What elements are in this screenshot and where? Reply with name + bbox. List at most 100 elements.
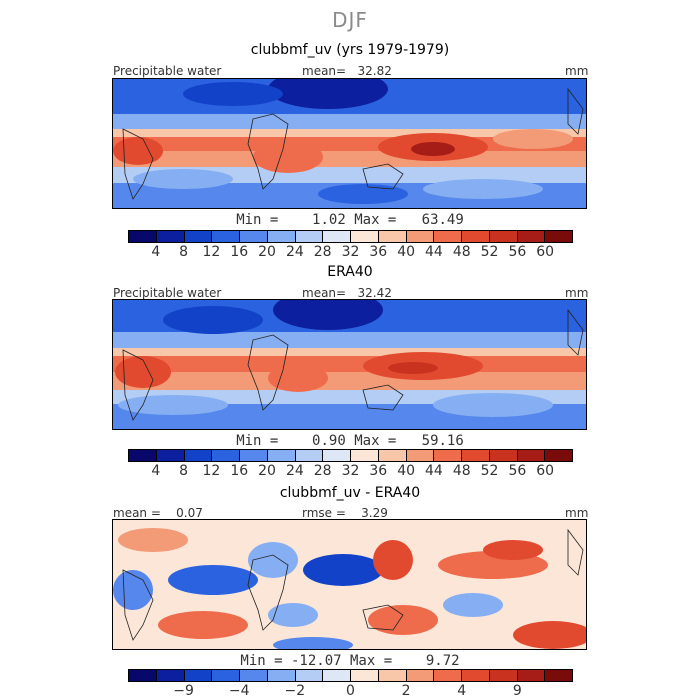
colorbar-tick-label: 32 <box>341 244 360 260</box>
colorbar-tick-label: −9 <box>173 683 194 699</box>
colorbar-tick-label: 4 <box>151 463 161 479</box>
colorbar-swatch <box>212 670 240 681</box>
panel-2-min-max: Min = 0.90 Max = 59.16 <box>236 433 464 449</box>
colorbar-swatch <box>406 670 435 681</box>
colorbar-swatch <box>267 450 296 461</box>
colorbar-swatch <box>129 670 157 681</box>
colorbar-tick-label: 56 <box>508 244 527 260</box>
panel-1-title: clubbmf_uv (yrs 1979-1979) <box>250 42 450 58</box>
colorbar-tick-label: −2 <box>284 683 306 699</box>
colorbar-tick-label: 9 <box>512 683 522 699</box>
colorbar-swatch <box>156 450 185 461</box>
colorbar-tick-label: 52 <box>480 463 499 479</box>
colorbar-tick-label: 4 <box>151 244 161 260</box>
colorbar-swatch <box>406 450 435 461</box>
colorbar-swatch <box>323 670 351 681</box>
colorbar-tick-label: 60 <box>536 244 555 260</box>
colorbar-tick-label: 40 <box>397 463 416 479</box>
colorbar-swatch <box>184 450 213 461</box>
panel-3-title: clubbmf_uv - ERA40 <box>279 485 421 501</box>
colorbar-swatch <box>489 670 518 681</box>
colorbar-swatch <box>545 670 572 681</box>
panel-2-mean-label: mean= 32.42 <box>302 286 392 300</box>
colorbar-tick-label: 48 <box>452 244 471 260</box>
colorbar-swatch <box>351 450 379 461</box>
colorbar-swatch <box>489 450 518 461</box>
colorbar-tick-label: 8 <box>179 244 189 260</box>
colorbar-swatch <box>129 450 157 461</box>
colorbar-tick-label: 16 <box>230 244 249 260</box>
colorbar-swatch <box>351 231 379 242</box>
panel-1-min-max: Min = 1.02 Max = 63.49 <box>236 212 464 228</box>
colorbar-swatch <box>434 670 462 681</box>
colorbar-tick-label: 32 <box>341 463 360 479</box>
colorbar-tick-label: 12 <box>202 463 221 479</box>
panel-3-colorbar <box>128 669 573 682</box>
colorbar-swatch <box>545 450 572 461</box>
colorbar-swatch <box>267 670 296 681</box>
colorbar-swatch <box>378 231 407 242</box>
colorbar-tick-label: 44 <box>425 244 443 260</box>
colorbar-swatch <box>489 231 518 242</box>
panel-1-colorbar <box>128 230 573 243</box>
panel-3-colorbar-ticks: −9 −4 −2 0 2 4 9 <box>128 683 573 699</box>
panel-1-units-label: mm <box>565 64 589 78</box>
colorbar-swatch <box>156 231 185 242</box>
panel-1-variable-label: Precipitable water <box>113 64 222 78</box>
panel-1-map <box>112 78 587 209</box>
panel-3-mean-label: mean = 0.07 <box>113 506 203 520</box>
colorbar-swatch <box>323 231 351 242</box>
colorbar-tick-label: 16 <box>230 463 249 479</box>
colorbar-swatch <box>517 450 546 461</box>
colorbar-swatch <box>462 670 490 681</box>
colorbar-tick-label: 36 <box>369 244 388 260</box>
colorbar-tick-label: 24 <box>285 244 304 260</box>
colorbar-tick-label: 52 <box>480 244 499 260</box>
panel-2-units-label: mm <box>565 286 589 300</box>
colorbar-swatch <box>156 670 185 681</box>
colorbar-swatch <box>517 670 546 681</box>
colorbar-swatch <box>406 231 435 242</box>
colorbar-tick-label: 56 <box>508 463 527 479</box>
panel-1-colorbar-ticks: 4 8 12 16 20 24 28 32 36 40 44 48 52 56 60 <box>128 244 573 260</box>
colorbar-swatch <box>184 670 213 681</box>
colorbar-swatch <box>295 670 324 681</box>
colorbar-swatch <box>545 231 572 242</box>
colorbar-swatch <box>267 231 296 242</box>
colorbar-swatch <box>295 231 324 242</box>
colorbar-tick-label: 60 <box>536 463 555 479</box>
colorbar-swatch <box>351 670 379 681</box>
panel-1-mean-label: mean= 32.82 <box>302 64 392 78</box>
colorbar-tick-label: 28 <box>313 463 332 479</box>
colorbar-tick-label: 12 <box>202 244 221 260</box>
panel-3-rmse-label: rmse = 3.29 <box>302 506 388 520</box>
colorbar-swatch <box>517 231 546 242</box>
colorbar-tick-label: 28 <box>313 244 332 260</box>
colorbar-swatch <box>462 450 490 461</box>
colorbar-swatch <box>295 450 324 461</box>
colorbar-tick-label: 48 <box>452 463 471 479</box>
colorbar-swatch <box>434 450 462 461</box>
colorbar-tick-label: 40 <box>397 244 416 260</box>
colorbar-swatch <box>212 231 240 242</box>
colorbar-tick-label: 44 <box>425 463 443 479</box>
panel-2-title: ERA40 <box>327 264 373 280</box>
colorbar-swatch <box>378 450 407 461</box>
colorbar-swatch <box>129 231 157 242</box>
colorbar-swatch <box>434 231 462 242</box>
colorbar-swatch <box>240 670 268 681</box>
colorbar-tick-label: 4 <box>457 683 467 699</box>
colorbar-swatch <box>378 670 407 681</box>
colorbar-swatch <box>240 450 268 461</box>
colorbar-tick-label: 20 <box>258 463 276 479</box>
panel-2-map <box>112 299 587 430</box>
colorbar-tick-label: 0 <box>346 683 355 699</box>
colorbar-swatch <box>240 231 268 242</box>
colorbar-tick-label: 24 <box>285 463 304 479</box>
panel-3-units-label: mm <box>565 506 589 520</box>
colorbar-tick-label: 2 <box>401 683 411 699</box>
panel-3-map <box>112 519 587 650</box>
colorbar-swatch <box>462 231 490 242</box>
colorbar-tick-label: −4 <box>228 683 250 699</box>
panel-2-colorbar-ticks: 4 8 12 16 20 24 28 32 36 40 44 48 52 56 60 <box>128 463 573 479</box>
